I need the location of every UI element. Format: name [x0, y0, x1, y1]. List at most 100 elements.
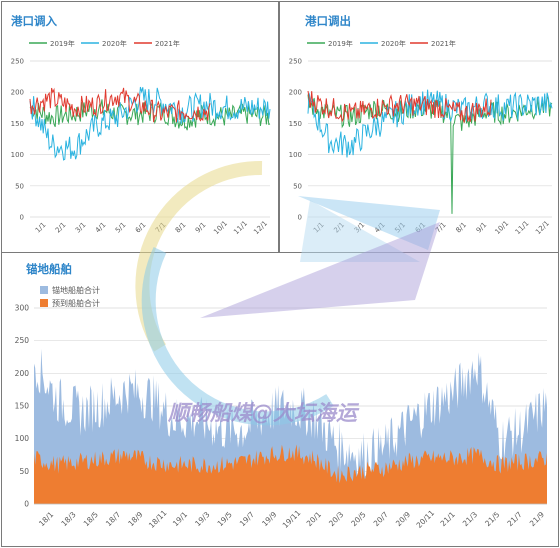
outbound-xtick-label: 5/1: [393, 221, 407, 235]
inbound-series-group: [29, 86, 271, 161]
outbound-xtick-label: 2/1: [332, 221, 346, 235]
anchor-xtick-label: 19/1: [171, 510, 189, 528]
anchor-xtick-label: 19/5: [216, 510, 234, 528]
inbound-legend-label-2021: 2021年: [155, 39, 180, 48]
inbound-series-line-2020: [29, 86, 271, 161]
anchor-ytick-label: 150: [15, 402, 30, 411]
outbound-xtick-label: 6/1: [414, 221, 428, 235]
inbound-xtick-label: 9/1: [194, 221, 208, 235]
outbound-legend-label-2020: 2020年: [381, 39, 406, 48]
inbound-xtick-label: 10/1: [212, 219, 229, 236]
inbound-ytick-label: 200: [11, 89, 24, 97]
anchor-xtick-label: 19/11: [281, 508, 303, 530]
anchor-legend-label-expected: 预到船舶合计: [52, 298, 100, 308]
anchor-xtick-label: 18/5: [82, 510, 100, 528]
inbound-xtick-label: 8/1: [174, 221, 188, 235]
anchor-xtick-label: 18/7: [104, 510, 122, 528]
inbound-xtick-label: 3/1: [74, 221, 88, 235]
inbound-ytick-label: 250: [11, 58, 24, 66]
inbound-gridlines: [30, 60, 270, 218]
outbound-xtick-label: 8/1: [454, 221, 468, 235]
anchor-ytick-label: 0: [24, 500, 29, 509]
outbound-xtick-label: 3/1: [353, 221, 367, 235]
anchor-ytick-label: 50: [19, 467, 29, 476]
inbound-ytick-label: 150: [11, 120, 24, 128]
outbound-xtick-label: 10/1: [493, 219, 510, 236]
outbound-legend-label-2021: 2021年: [431, 39, 456, 48]
anchor-ytick-label: 100: [15, 434, 30, 443]
outbound-xtick-label: 4/1: [373, 221, 387, 235]
outbound-series-group: [307, 89, 553, 214]
inbound-ytick-label: 100: [11, 151, 24, 159]
anchor-chart-panel: 锚地船舶 锚地船舶合计 预到船舶合计 0 50 100 150 200 250 300 18…: [1, 252, 559, 547]
anchor-xtick-label: 20/1: [305, 510, 323, 528]
inbound-legend: 2019年 2020年 2021年: [29, 39, 180, 48]
anchor-xtick-label: 18/11: [147, 508, 169, 530]
outbound-xtick-label: 1/1: [312, 221, 326, 235]
anchor-xtick-label: 20/9: [394, 510, 412, 528]
outbound-ytick-label: 250: [289, 58, 302, 66]
outbound-ytick-label: 50: [293, 182, 302, 190]
anchor-xtick-label: 18/9: [126, 510, 144, 528]
inbound-xtick-label: 7/1: [154, 221, 168, 235]
outbound-xtick-label: 11/1: [514, 219, 531, 236]
outbound-y-axis: 0 50 100 150 200 250: [289, 58, 302, 222]
inbound-legend-label-2020: 2020年: [102, 39, 127, 48]
inbound-chart: 港口调入 2019年 2020年 2021年 0 50 100 150 200 250 1…: [11, 14, 271, 236]
outbound-series-line-2021: [307, 90, 492, 123]
outbound-xtick-label: 12/1: [534, 219, 551, 236]
anchor-xtick-label: 21/9: [528, 510, 546, 528]
anchor-xtick-label: 20/3: [327, 510, 345, 528]
anchor-ytick-label: 250: [15, 336, 30, 345]
anchor-xtick-label: 20/7: [372, 510, 390, 528]
anchor-area-total: [34, 348, 547, 504]
inbound-x-axis: 1/1 2/1 3/1 4/1 5/1 6/1 7/1 8/1 9/1 10/1 11/1 12/1: [34, 219, 269, 236]
outbound-ytick-label: 0: [298, 214, 302, 222]
inbound-legend-label-2019: 2019年: [50, 39, 75, 48]
anchor-xtick-label: 20/11: [415, 508, 437, 530]
anchor-xtick-label: 18/3: [59, 510, 77, 528]
inbound-y-axis: 0 50 100 150 200 250: [11, 58, 24, 222]
outbound-xtick-label: 9/1: [475, 221, 489, 235]
outbound-legend: 2019年 2020年 2021年: [307, 39, 456, 48]
inbound-ytick-label: 0: [20, 214, 24, 222]
anchor-xtick-label: 21/5: [483, 510, 501, 528]
inbound-series-line-2021: [29, 87, 211, 123]
outbound-legend-label-2019: 2019年: [328, 39, 353, 48]
inbound-xtick-label: 5/1: [114, 221, 128, 235]
anchor-xtick-label: 19/9: [260, 510, 278, 528]
anchor-area-expected: [34, 444, 547, 504]
outbound-ytick-label: 100: [289, 151, 302, 159]
anchor-xtick-label: 19/3: [193, 510, 211, 528]
anchor-xtick-label: 21/3: [461, 510, 479, 528]
anchor-xtick-label: 19/7: [238, 510, 256, 528]
outbound-ytick-label: 150: [289, 120, 302, 128]
anchor-ytick-label: 200: [15, 369, 30, 378]
anchor-legend-label-total: 锚地船舶合计: [52, 285, 100, 295]
outbound-xtick-label: 7/1: [434, 221, 448, 235]
outbound-chart-panel: 港口调出 2019年 2020年 2021年 0 50 100 150 200 250 1…: [279, 1, 559, 253]
anchor-xtick-label: 18/1: [37, 510, 55, 528]
inbound-xtick-label: 6/1: [134, 221, 148, 235]
inbound-chart-title: 港口调入: [11, 14, 57, 28]
outbound-chart-title: 港口调出: [305, 14, 351, 28]
anchor-xtick-label: 21/1: [439, 510, 457, 528]
anchor-ytick-label: 300: [15, 304, 30, 313]
anchor-xtick-label: 21/7: [505, 510, 523, 528]
inbound-chart-panel: 港口调入 2019年 2020年 2021年 0 50 100 150 200 250 1…: [1, 1, 279, 253]
inbound-xtick-label: 2/1: [54, 221, 68, 235]
anchor-legend-swatch-total: [40, 286, 48, 294]
anchor-chart-title: 锚地船舶: [26, 262, 72, 276]
anchor-xtick-label: 20/5: [349, 510, 367, 528]
inbound-xtick-label: 4/1: [94, 221, 108, 235]
inbound-xtick-label: 1/1: [34, 221, 48, 235]
outbound-series-line-2020: [307, 89, 553, 158]
inbound-xtick-label: 12/1: [252, 219, 269, 236]
anchor-series-group: [34, 348, 547, 505]
anchor-chart: 锚地船舶 锚地船舶合计 预到船舶合计 0 50 100 150 200 250 300 18…: [15, 262, 547, 530]
anchor-x-axis: 18/1 18/3 18/5 18/7 18/9 18/11 19/1 19/3 19/5 19/…: [37, 508, 546, 530]
anchor-legend: 锚地船舶合计 预到船舶合计: [40, 285, 100, 308]
outbound-gridlines: [308, 60, 552, 218]
anchor-legend-swatch-expected: [40, 299, 48, 307]
